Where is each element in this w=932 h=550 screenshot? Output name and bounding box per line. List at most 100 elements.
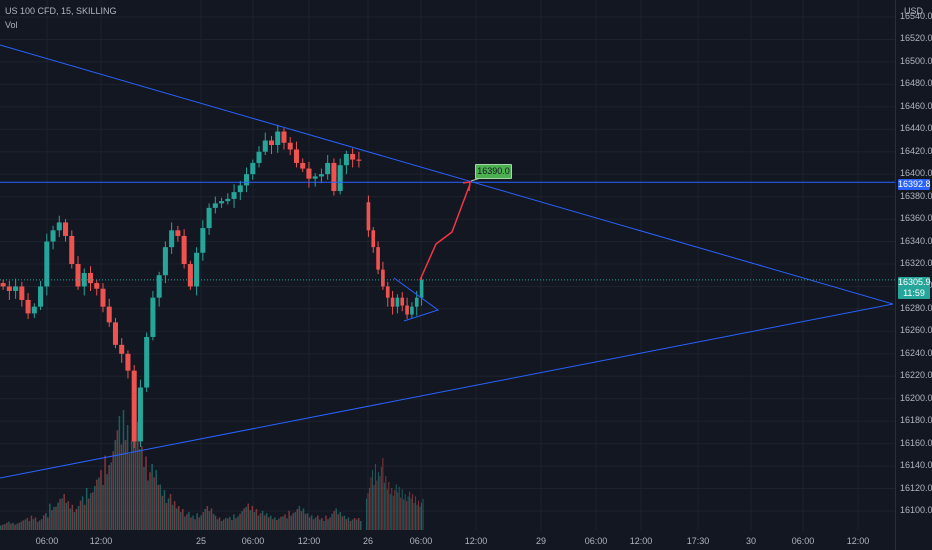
volume-bar: [403, 499, 405, 530]
volume-bar: [4, 524, 6, 530]
candle-body: [356, 159, 362, 161]
projection-arrowhead: [462, 181, 471, 192]
time-tick-label: 12:00: [464, 536, 488, 546]
price-tick-label: 16140.0: [900, 460, 932, 471]
volume-bar: [409, 491, 411, 530]
volume-bar: [214, 515, 217, 530]
candle-body: [106, 306, 112, 323]
price-tick-label: 16180.0: [900, 415, 932, 426]
volume-bar: [134, 435, 137, 530]
volume-bar: [77, 506, 80, 530]
candle-body: [268, 140, 275, 145]
volume-bar: [30, 515, 33, 530]
volume-bar: [343, 515, 346, 530]
candle-body: [87, 272, 94, 284]
volume-bar: [398, 486, 400, 530]
candle-body: [25, 299, 31, 314]
volume-bar: [278, 518, 280, 530]
volume-bar: [421, 502, 423, 530]
volume-bar: [319, 519, 321, 530]
volume-bar: [296, 509, 299, 530]
volume-bar: [38, 520, 41, 530]
volume-bar: [261, 510, 264, 530]
volume-bar: [22, 520, 25, 530]
volume-bar: [190, 517, 192, 530]
candle-body: [162, 247, 168, 276]
volume-bar: [394, 490, 396, 530]
volume-bar: [102, 485, 104, 530]
time-tick-label: 06:00: [584, 536, 608, 546]
candle-body: [414, 297, 419, 307]
volume-bar: [63, 494, 65, 530]
volume-bar: [206, 506, 209, 530]
volume-bar: [186, 514, 188, 530]
price-tick-label: 16480.0: [900, 78, 932, 89]
volume-bar: [251, 506, 254, 530]
candle-body: [0, 283, 6, 287]
volume-bar: [192, 515, 194, 530]
price-tick-label: 16400.0: [900, 168, 932, 179]
volume-bar: [367, 493, 369, 530]
volume-bar: [44, 513, 47, 530]
candle-body: [300, 162, 306, 169]
price-tick-label: 16420.0: [900, 145, 932, 156]
candle-body: [256, 151, 262, 163]
volume-bar: [377, 472, 379, 530]
volume-bar: [202, 512, 205, 530]
time-tick-label: 30: [745, 536, 756, 546]
volume-bar: [83, 504, 86, 530]
candle-body: [225, 198, 231, 202]
volume-bar: [368, 488, 370, 530]
volume-bar: [34, 517, 37, 530]
volume-bar: [298, 506, 301, 530]
time-tick-label: 29: [535, 536, 546, 546]
volume-bar: [122, 410, 125, 530]
volume-bar: [392, 495, 394, 530]
volume-bar: [200, 515, 202, 530]
volume-bar: [347, 517, 350, 530]
volume-bar: [96, 479, 98, 530]
volume-bar: [366, 498, 367, 530]
candle-body: [56, 222, 62, 231]
volume-bar: [108, 464, 110, 530]
candle-body: [6, 286, 12, 291]
candle-body: [38, 286, 44, 307]
volume-bar: [87, 498, 90, 530]
volume-bar: [410, 498, 412, 530]
ascending-trendline: [0, 303, 894, 479]
target-price-label[interactable]: 16390.0: [475, 164, 512, 179]
volume-bar: [323, 521, 325, 530]
price-tick-label: 16240.0: [900, 347, 932, 358]
volume-bar: [81, 496, 84, 530]
volume-bar: [257, 515, 260, 530]
volume-bar: [139, 449, 141, 530]
last-price-value: 16305.9: [898, 277, 931, 287]
volume-bar: [89, 493, 92, 530]
volume-indicator-label[interactable]: Vol: [5, 20, 18, 30]
time-tick-label: 12:00: [89, 536, 113, 546]
candle-body: [405, 305, 409, 315]
candle-body: [63, 222, 69, 236]
volume-bar: [100, 470, 102, 530]
volume-bar: [216, 519, 219, 530]
volume-bar: [16, 523, 18, 530]
time-tick-label: 26: [362, 536, 373, 546]
volume-bar: [112, 451, 115, 530]
volume-bar: [92, 492, 94, 530]
candle-body: [318, 174, 324, 177]
volume-bar: [379, 476, 381, 530]
volume-bar: [69, 508, 72, 530]
candle-body: [385, 286, 390, 298]
volume-bar: [10, 523, 12, 530]
volume-bar: [79, 500, 82, 530]
volume-bar: [239, 513, 241, 530]
volume-bar: [395, 484, 397, 530]
volume-bar: [419, 506, 421, 530]
volume-bar: [325, 515, 327, 530]
volume-bar: [42, 515, 45, 530]
symbol-title[interactable]: US 100 CFD, 15, SKILLING: [5, 6, 117, 16]
candle-body: [312, 176, 318, 179]
price-tick-label: 16360.0: [900, 213, 932, 224]
candle-body: [306, 168, 312, 179]
